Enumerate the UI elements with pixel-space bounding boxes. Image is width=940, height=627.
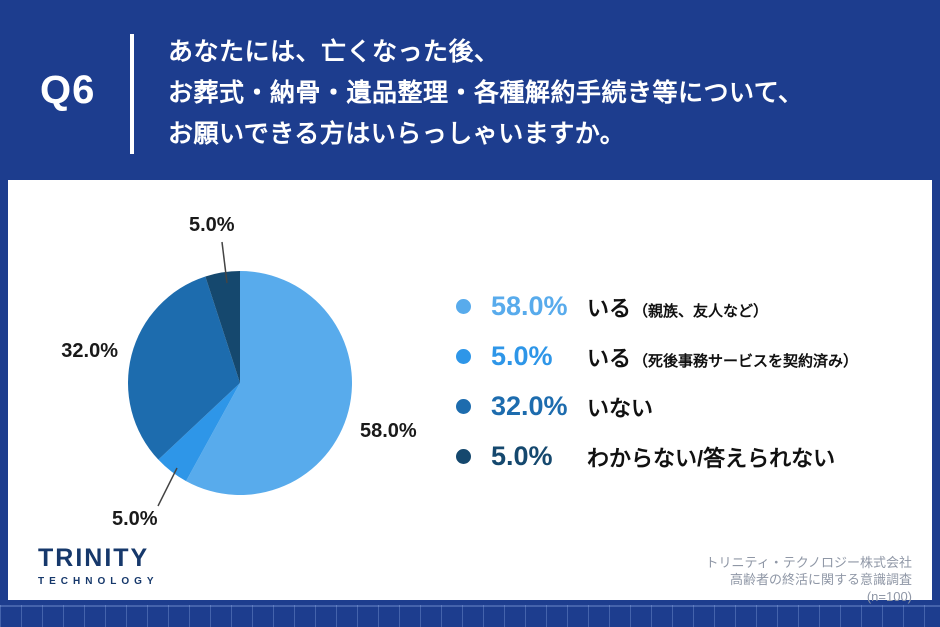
survey-attribution: トリニティ・テクノロジー株式会社 高齢者の終活に関する意識調査 (n=100) (706, 554, 912, 605)
legend-dot (456, 399, 471, 414)
question-line: あなたには、亡くなった後、 (168, 38, 500, 66)
legend-label: いない (587, 395, 654, 421)
pie-slices (128, 271, 352, 495)
legend-item: 58.0% いる （親族、友人など） (456, 290, 858, 323)
legend-dot (456, 299, 471, 314)
header-divider (130, 34, 134, 154)
legend-label: わからない/答えられない (587, 445, 836, 471)
pie-value-label-iru: 58.0% (360, 420, 417, 442)
legend-percent: 32.0% (491, 391, 568, 421)
pie-slice (128, 276, 240, 460)
pie-slice (186, 271, 352, 495)
attribution-line: トリニティ・テクノロジー株式会社 (705, 555, 912, 570)
legend-percent: 5.0% (491, 341, 553, 371)
legend-dot (456, 349, 471, 364)
pie-value-label-wakaranai: 5.0% (189, 214, 235, 236)
question-number: Q6 (40, 68, 96, 112)
attribution-line: (n=100) (866, 589, 912, 604)
bottom-grid-decoration (0, 605, 940, 627)
legend-percent: 5.0% (491, 441, 553, 471)
company-logo: TRINITY TECHNOLOGY (38, 544, 159, 587)
question-line: お葬式・納骨・遺品整理・各種解約手続き等について、 (168, 79, 804, 107)
pie-chart (128, 241, 352, 507)
chart-card: 5.0% 32.0% 5.0% 58.0% 58.0% いる （親族、友人など） … (8, 180, 932, 604)
pie-slice (158, 383, 240, 482)
logo-subtitle: TECHNOLOGY (38, 576, 159, 587)
legend-label: いる （死後事務サービスを契約済み） (587, 345, 859, 371)
legend-item: 5.0% わからない/答えられない (456, 440, 858, 473)
legend-item: 5.0% いる （死後事務サービスを契約済み） (456, 340, 858, 373)
legend-dot (456, 449, 471, 464)
attribution-line: 高齢者の終活に関する意識調査 (729, 572, 912, 587)
legend-sublabel: （死後事務サービスを契約済み） (633, 352, 859, 370)
logo-title: TRINITY (38, 544, 150, 572)
leader-line-bottom (157, 467, 178, 507)
legend-item: 32.0% いない (456, 390, 858, 423)
question-text: あなたには、亡くなった後、 お葬式・納骨・遺品整理・各種解約手続き等について、 … (168, 32, 804, 155)
legend-percent: 58.0% (491, 291, 568, 321)
pie-slice (205, 271, 240, 383)
legend: 58.0% いる （親族、友人など） 5.0% いる （死後事務サービスを契約済み）… (456, 290, 858, 473)
legend-sublabel: （親族、友人など） (633, 302, 769, 320)
question-line: お願いできる方はいらっしゃいますか。 (168, 120, 626, 148)
pie-value-label-iru-service: 5.0% (112, 508, 158, 530)
leader-line-top (221, 241, 228, 284)
legend-label: いる （親族、友人など） (587, 295, 769, 321)
pie-value-label-inai: 32.0% (61, 340, 118, 362)
